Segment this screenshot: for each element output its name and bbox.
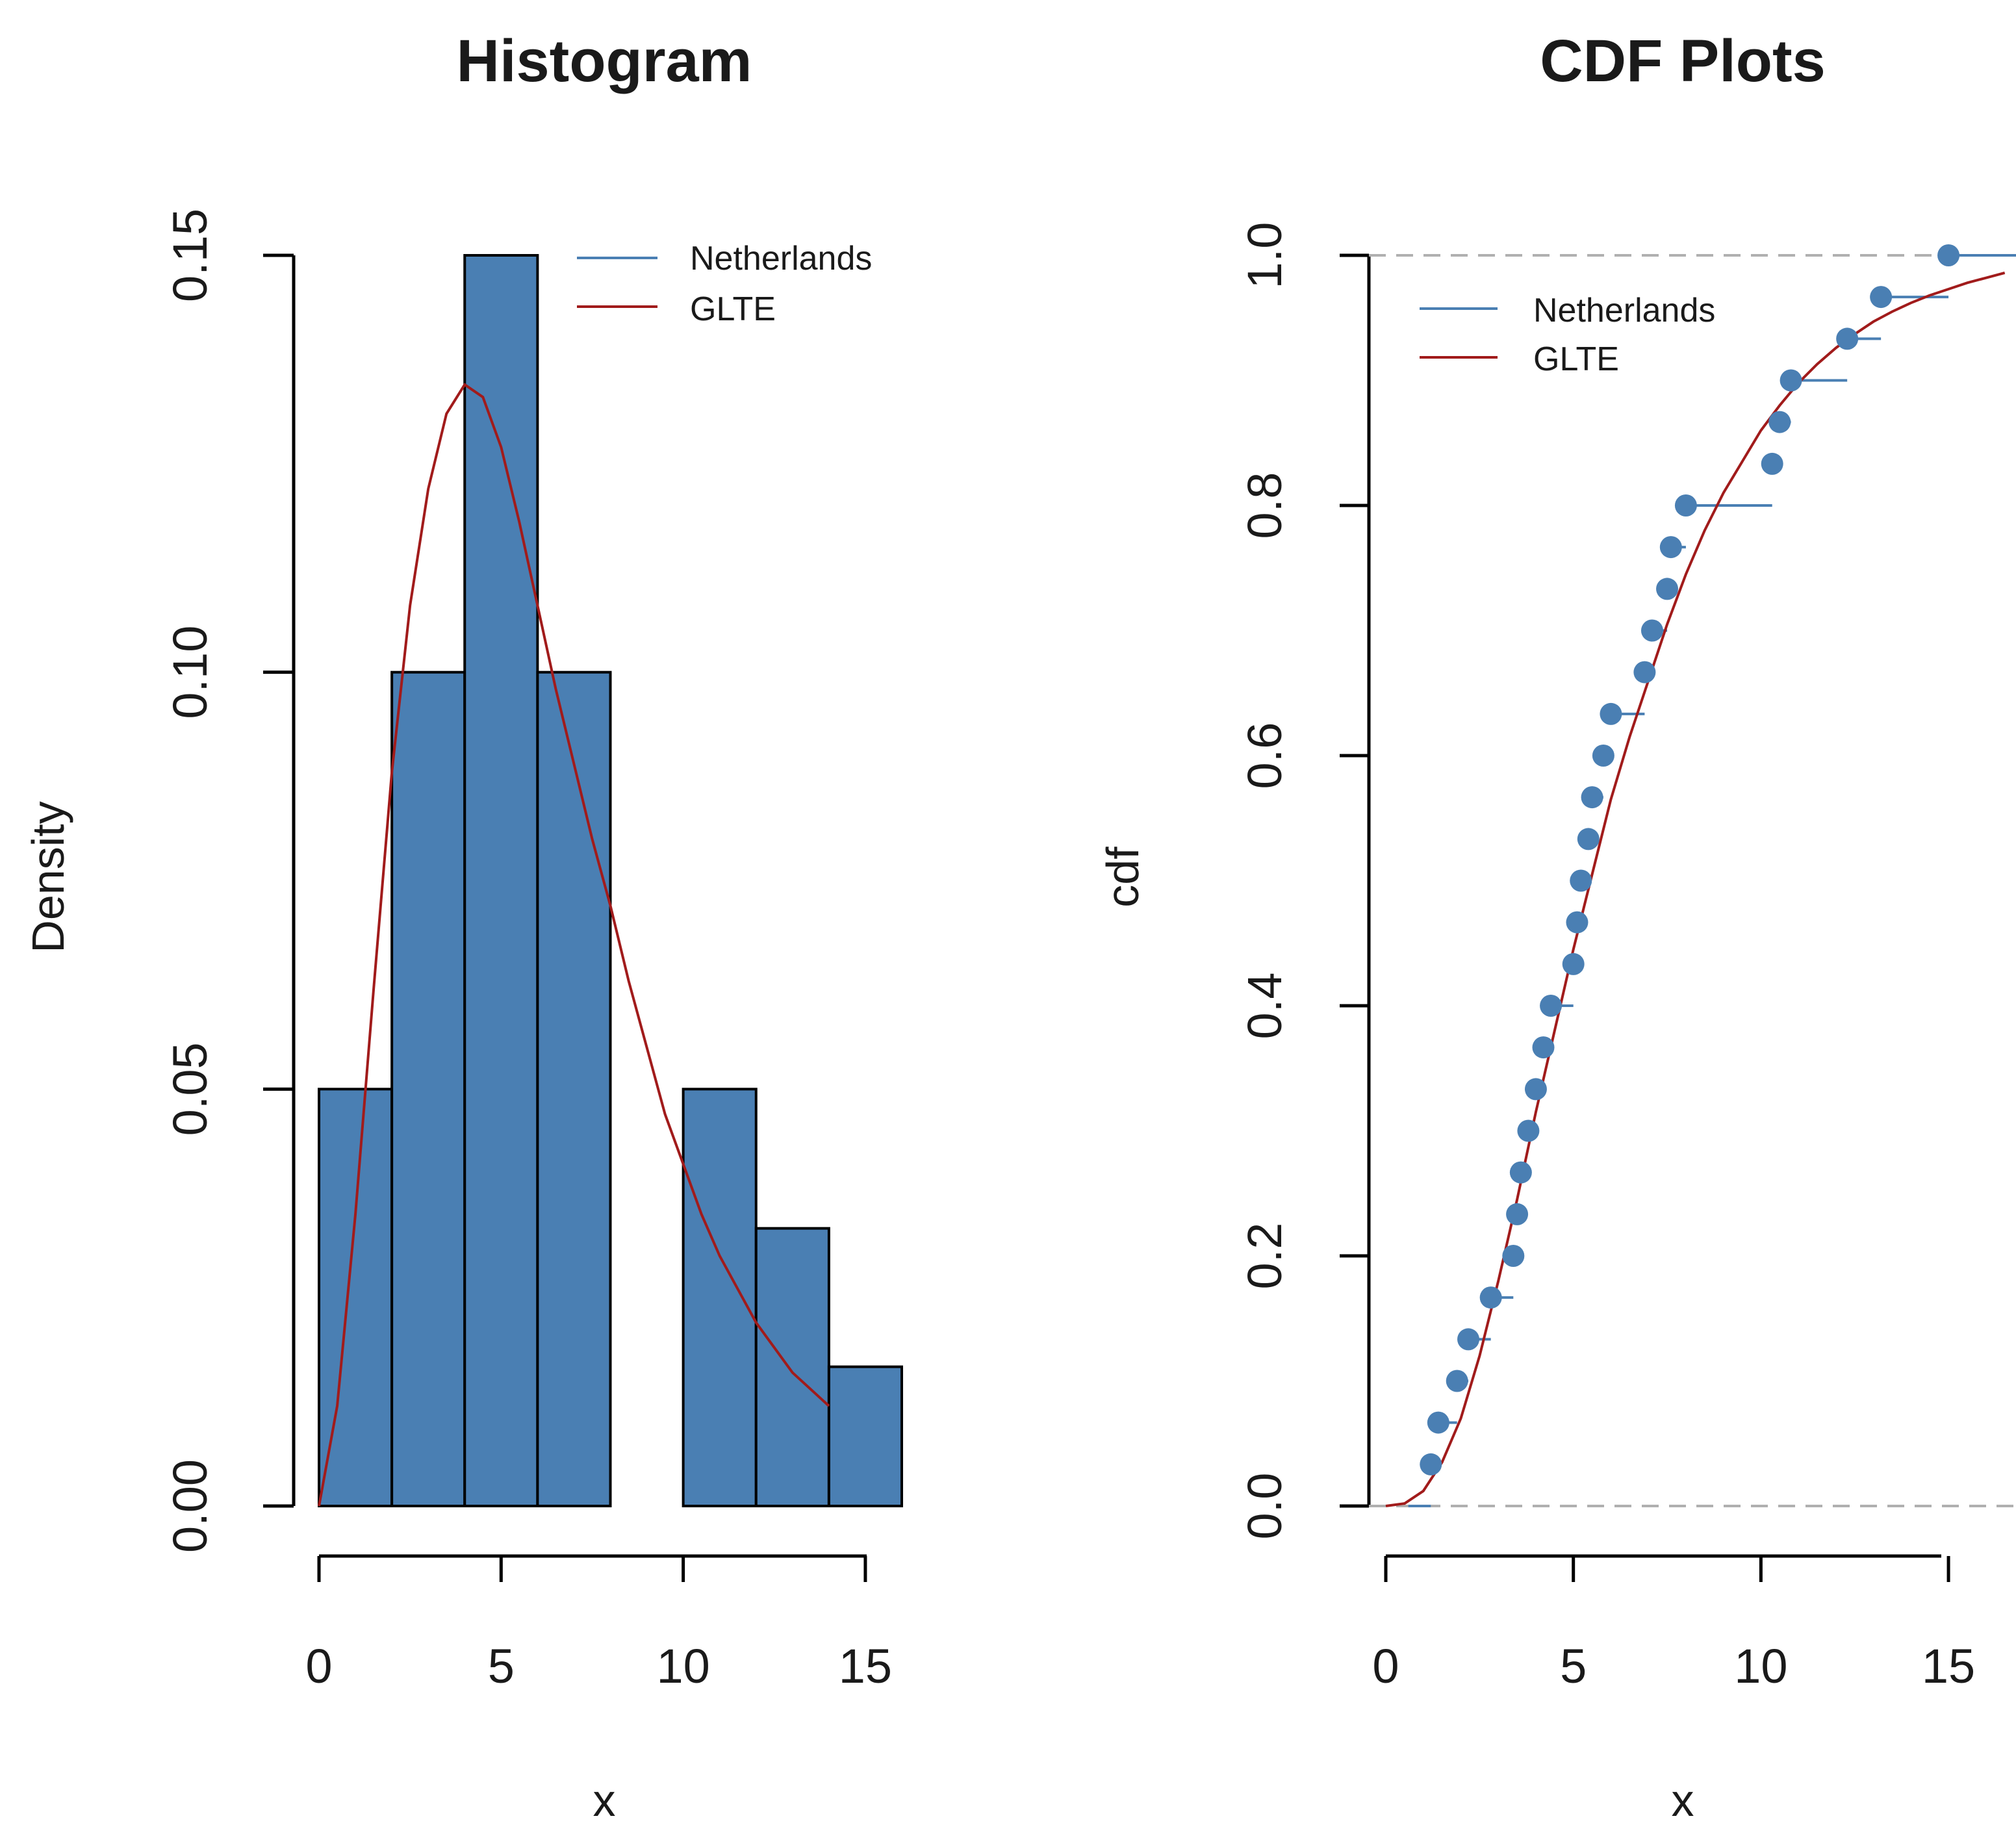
cdf-empirical-point xyxy=(1502,1245,1525,1267)
histogram-y-tick-label: 0.15 xyxy=(163,209,217,302)
cdf-empirical-point xyxy=(1600,702,1622,725)
cdf-x-axis-label: x xyxy=(1672,1775,1694,1826)
histogram-x-tick-label: 15 xyxy=(839,1639,892,1693)
histogram-legend-netherlands-label: Netherlands xyxy=(690,240,872,277)
cdf-y-tick-label: 0.8 xyxy=(1238,472,1292,539)
cdf-glte-curve xyxy=(1385,272,2006,1507)
cdf-empirical-point xyxy=(1870,286,1893,309)
cdf-x-tick-label: 15 xyxy=(1922,1639,1975,1693)
histogram-y-tick-label: 0.00 xyxy=(163,1459,217,1553)
histogram-bar-4 xyxy=(536,670,612,1507)
cdf-empirical-point xyxy=(1506,1203,1529,1225)
histogram-legend-glte-label: GLTE xyxy=(690,290,776,328)
cdf-empirical-point xyxy=(1937,244,1960,266)
cdf-legend-glte-label: GLTE xyxy=(1533,340,1619,378)
cdf-empirical-point xyxy=(1656,578,1679,600)
cdf-x-tick-label: 0 xyxy=(1372,1639,1399,1693)
cdf-empirical-point xyxy=(1509,1161,1532,1184)
histogram-bar-2 xyxy=(390,670,466,1507)
cdf-empirical-point xyxy=(1577,828,1600,850)
cdf-empirical-point xyxy=(1836,327,1859,350)
cdf-y-tick-label: 0.0 xyxy=(1238,1473,1292,1540)
cdf-empirical-point xyxy=(1524,1078,1547,1101)
cdf-empirical-point xyxy=(1674,494,1697,517)
histogram-legend: Netherlands GLTE xyxy=(577,240,872,328)
cdf-empirical-point xyxy=(1659,536,1682,559)
cdf-empirical-point xyxy=(1581,786,1603,809)
cdf-panel: CDF Plots x cdf 0 5 10 15 0.0 0.2 0.4 0.6 0.8 1.0… xyxy=(1097,28,2016,1826)
cdf-x-tick-label: 10 xyxy=(1734,1639,1787,1693)
histogram-bar-8 xyxy=(827,1365,903,1508)
cdf-empirical-point xyxy=(1446,1370,1468,1392)
cdf-x-tick-label: 5 xyxy=(1560,1639,1587,1693)
cdf-empirical-point xyxy=(1540,995,1563,1017)
histogram-y-axis-label: Density xyxy=(23,801,73,952)
histogram-x-tick-label: 5 xyxy=(488,1639,515,1693)
histogram-bar-1 xyxy=(318,1088,394,1508)
histogram-x-tick-label: 10 xyxy=(656,1639,709,1693)
cdf-empirical-points xyxy=(1420,244,1960,1475)
cdf-empirical-point xyxy=(1640,619,1663,642)
cdf-empirical-point xyxy=(1420,1453,1442,1475)
cdf-title: CDF Plots xyxy=(1540,28,1826,94)
cdf-y-axis-label: cdf xyxy=(1097,847,1148,908)
cdf-y-tick-label: 1.0 xyxy=(1238,222,1292,289)
cdf-empirical-point xyxy=(1761,452,1783,475)
histogram-y-tick-label: 0.10 xyxy=(163,626,217,719)
histogram-bars xyxy=(318,254,903,1508)
cdf-empirical-point xyxy=(1479,1286,1502,1309)
histogram-bar-3 xyxy=(463,254,539,1507)
cdf-empirical-point xyxy=(1566,911,1589,934)
cdf-empirical-point xyxy=(1768,411,1791,433)
cdf-ticks: 0 5 10 15 0.0 0.2 0.4 0.6 0.8 1.0 xyxy=(1238,222,1975,1693)
cdf-y-tick-label: 0.4 xyxy=(1238,973,1292,1040)
cdf-empirical-point xyxy=(1427,1411,1449,1434)
histogram-y-tick-label: 0.05 xyxy=(163,1042,217,1136)
cdf-y-tick-label: 0.6 xyxy=(1238,722,1292,789)
cdf-legend: Netherlands GLTE xyxy=(1420,292,1715,378)
histogram-panel: Histogram x Density 0 5 10 15 0.00 0.05 0.10 0.… xyxy=(23,28,903,1826)
cdf-empirical-steps xyxy=(1408,254,2016,1507)
cdf-empirical-point xyxy=(1532,1036,1555,1059)
histogram-bar-7 xyxy=(754,1227,830,1508)
histogram-bar-6 xyxy=(682,1088,758,1508)
cdf-empirical-point xyxy=(1457,1328,1480,1351)
cdf-empirical-point xyxy=(1633,661,1656,683)
histogram-x-axis-label: x xyxy=(593,1775,616,1826)
histogram-ticks: 0 5 10 15 0.00 0.05 0.10 0.15 xyxy=(163,209,892,1693)
cdf-empirical-point xyxy=(1592,745,1614,767)
cdf-empirical-point xyxy=(1780,369,1802,392)
cdf-empirical-point xyxy=(1562,952,1585,975)
cdf-legend-netherlands-label: Netherlands xyxy=(1533,292,1715,329)
histogram-glte-density-curve xyxy=(318,383,830,1507)
cdf-empirical-point xyxy=(1570,869,1592,892)
cdf-empirical-point xyxy=(1517,1119,1540,1142)
cdf-y-tick-label: 0.2 xyxy=(1238,1223,1292,1290)
histogram-title: Histogram xyxy=(457,28,752,94)
histogram-x-tick-label: 0 xyxy=(305,1639,332,1693)
